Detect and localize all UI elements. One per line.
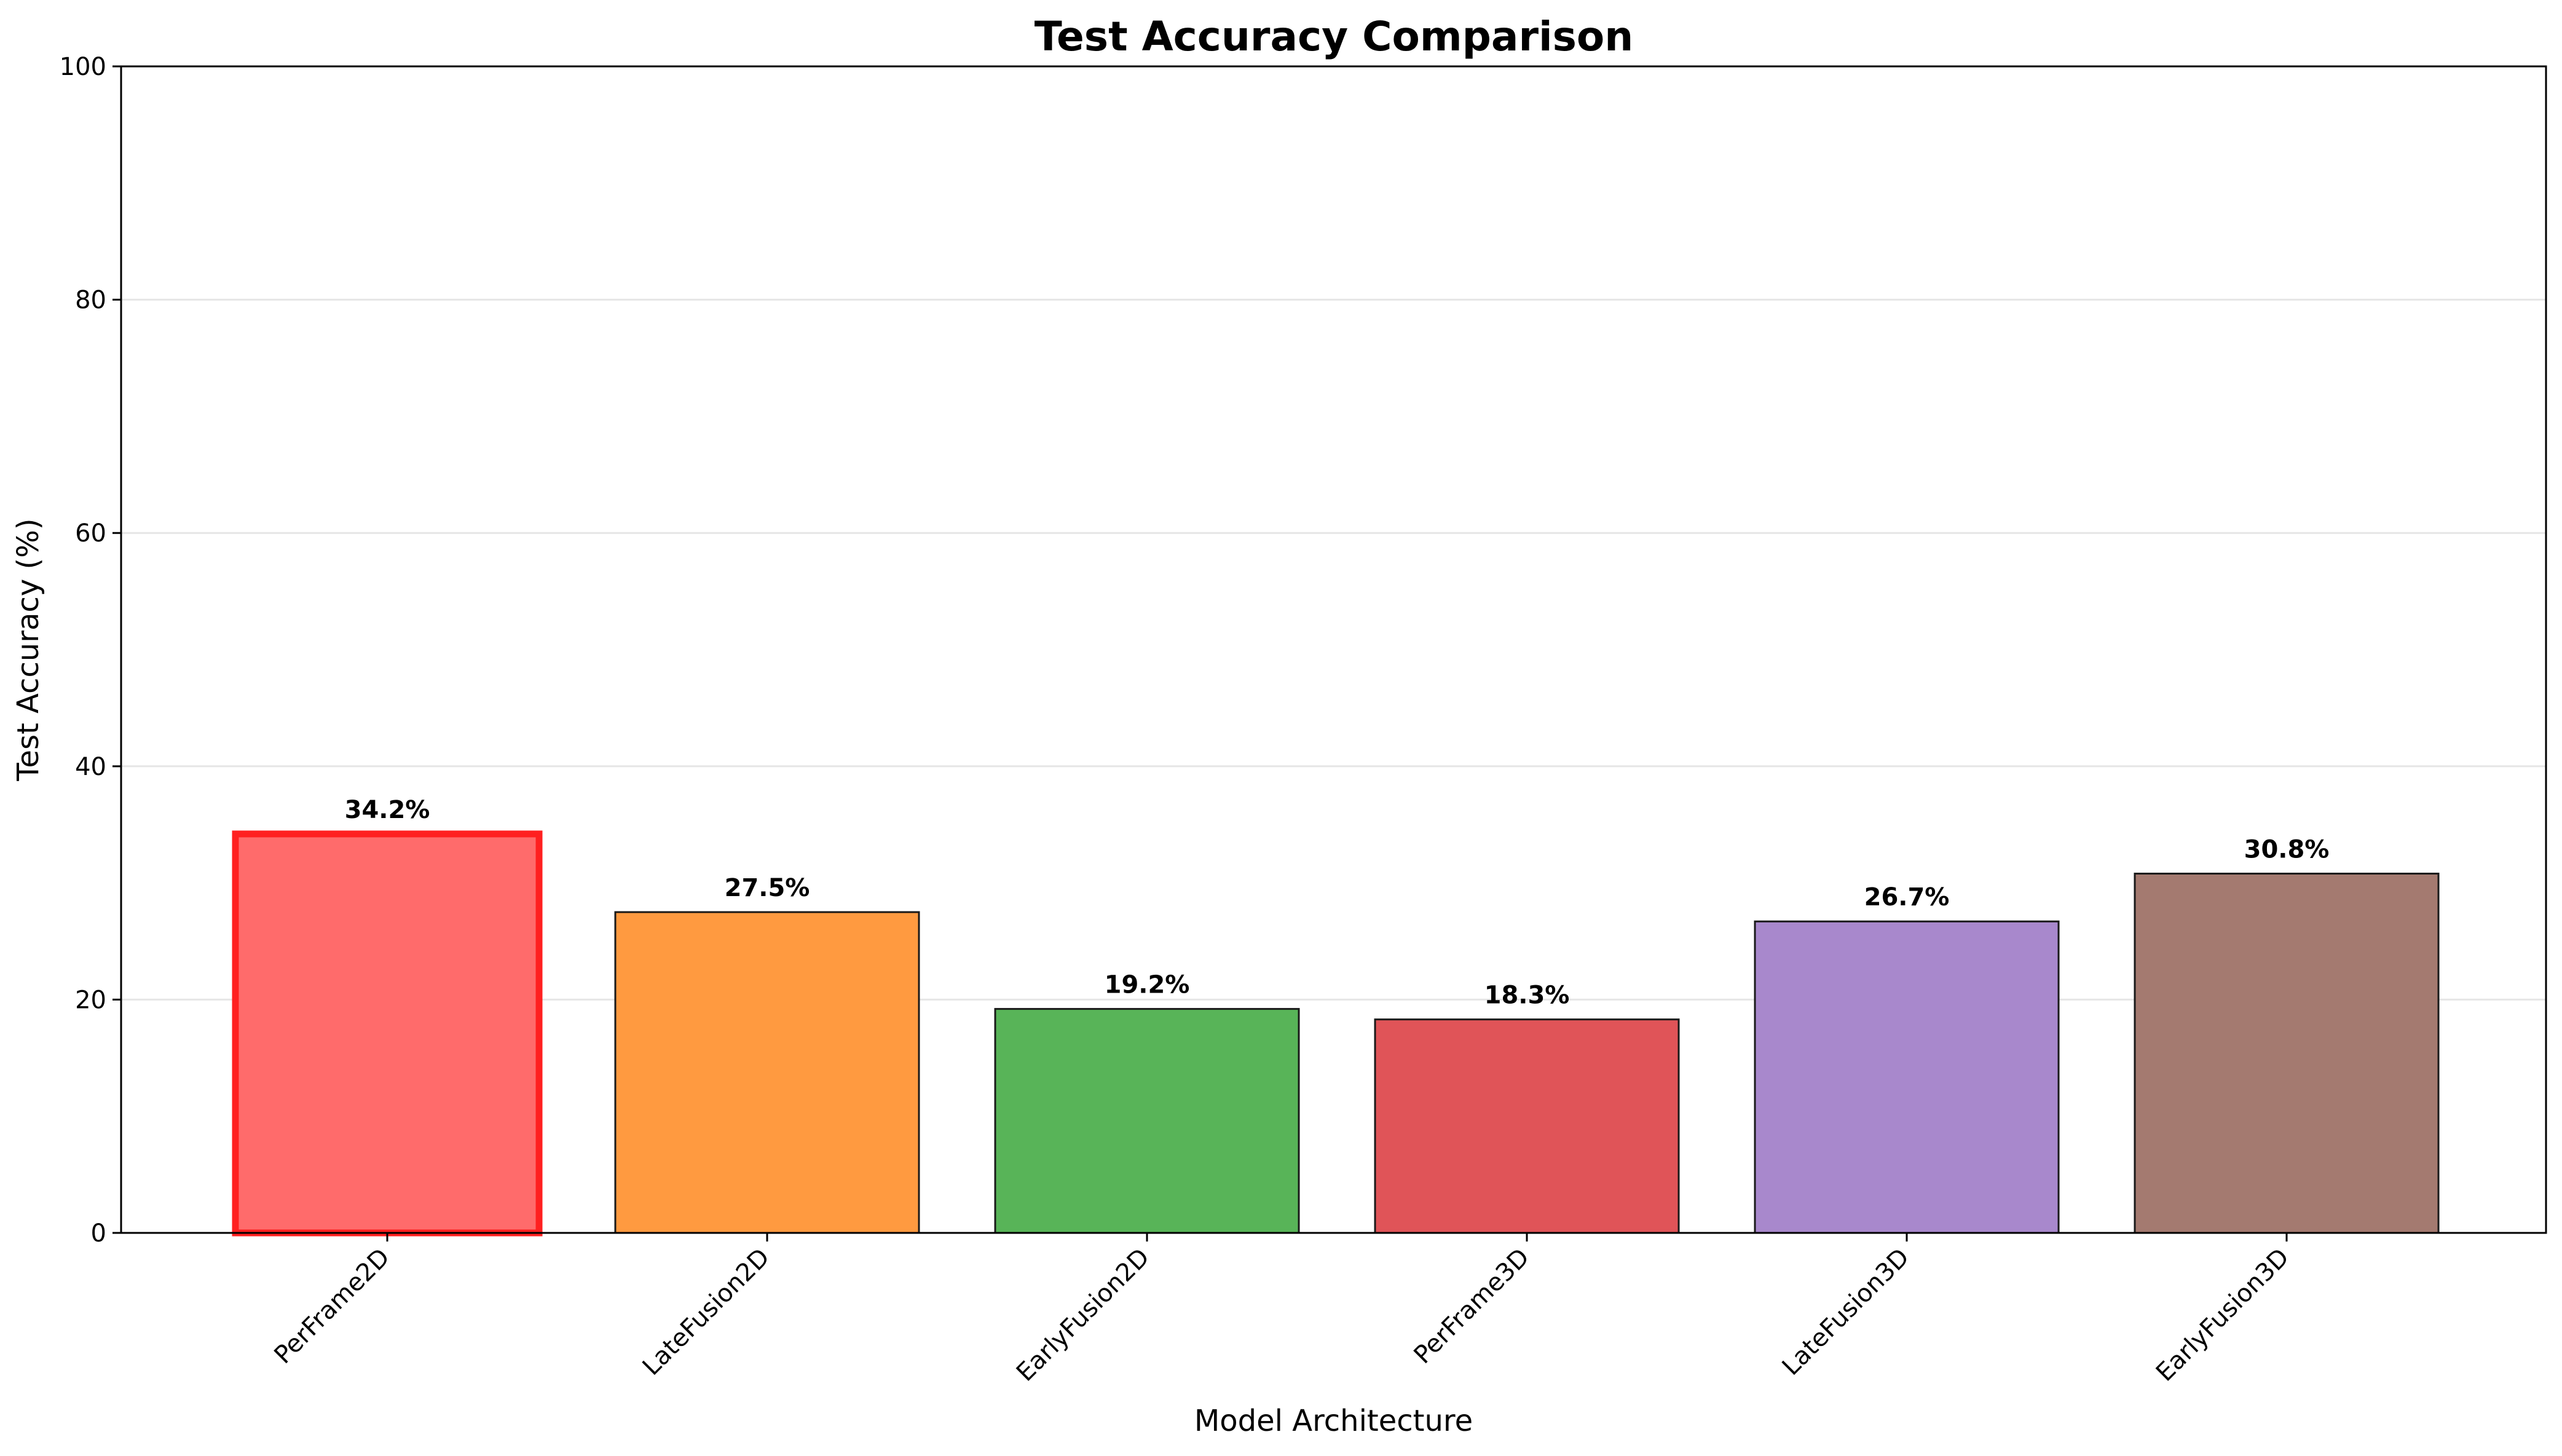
bars	[232, 830, 2440, 1237]
y-tick-label: 80	[75, 286, 106, 315]
x-axis-label: Model Architecture	[1194, 1404, 1473, 1438]
x-tick-label-PerFrame3D: PerFrame3D	[1409, 1243, 1535, 1370]
bar-PerFrame3D	[1374, 1018, 1680, 1234]
y-tick-label: 0	[91, 1219, 106, 1248]
bar-LateFusion2D	[614, 911, 920, 1234]
bar-PerFrame2D	[232, 830, 543, 1237]
data-label-PerFrame2D: 34.2%	[345, 796, 430, 824]
data-label-PerFrame3D: 18.3%	[1484, 982, 1570, 1010]
plot-frame	[120, 65, 2547, 1234]
data-labels: 34.2% 27.5% 19.2% 18.3% 26.7% 30.8%	[345, 796, 2330, 1010]
x-tick-label-EarlyFusion3D: EarlyFusion3D	[2151, 1243, 2295, 1387]
y-tick-label: 40	[75, 753, 106, 781]
x-tick-label-EarlyFusion2D: EarlyFusion2D	[1011, 1243, 1155, 1387]
x-tick-label-PerFrame2D: PerFrame2D	[269, 1243, 396, 1370]
y-axis: 0 20 40 60 80 100	[60, 53, 121, 1248]
x-tick-label-LateFusion3D: LateFusion3D	[1777, 1243, 1915, 1381]
data-label-EarlyFusion3D: 30.8%	[2244, 835, 2330, 864]
bar-LateFusion3D	[1754, 920, 2060, 1234]
x-axis: PerFrame2D LateFusion2D EarlyFusion2D PerFr…	[269, 1233, 2295, 1387]
chart-title: Test Accuracy Comparison	[1035, 13, 1633, 60]
y-tick-label: 100	[60, 53, 106, 81]
data-label-EarlyFusion2D: 19.2%	[1105, 971, 1190, 999]
y-axis-label: Test Accuracy (%)	[11, 518, 45, 781]
bar-EarlyFusion3D	[2134, 872, 2440, 1234]
x-tick-label-LateFusion2D: LateFusion2D	[637, 1243, 775, 1381]
y-tick-label: 20	[75, 986, 106, 1014]
data-label-LateFusion2D: 27.5%	[725, 874, 810, 902]
bar-EarlyFusion2D	[994, 1008, 1300, 1234]
y-tick-label: 60	[75, 519, 106, 548]
data-label-LateFusion3D: 26.7%	[1864, 883, 1950, 911]
